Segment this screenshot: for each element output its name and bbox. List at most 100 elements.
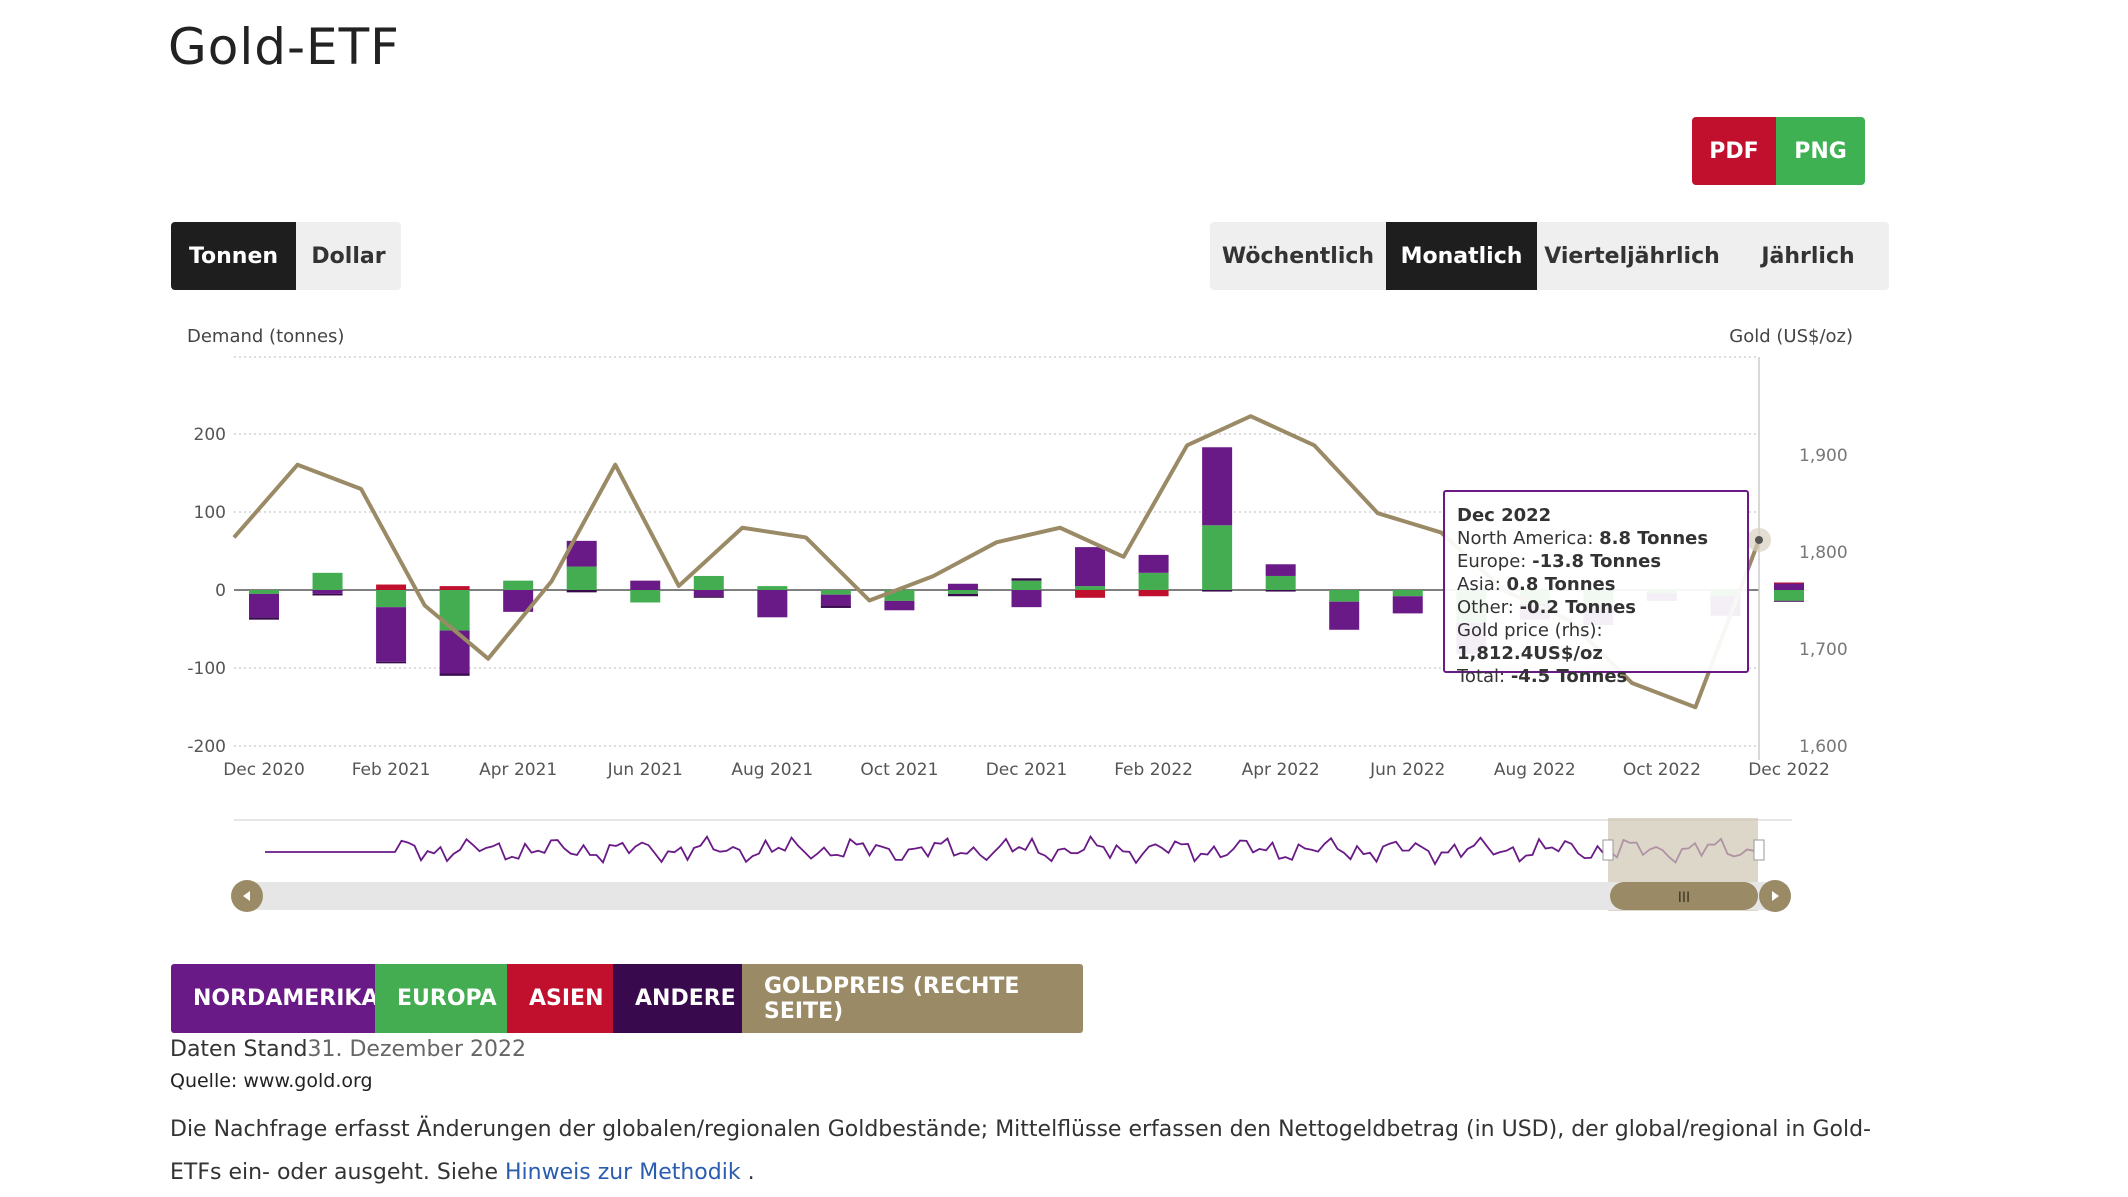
chart-tooltip: Dec 2022 North America: 8.8 Tonnes Europ… [1443,490,1749,687]
bar-asia [1774,582,1804,584]
x-tick-label: Jun 2021 [607,760,683,780]
description-text: Die Nachfrage erfasst Änderungen der glo… [170,1117,1871,1185]
bar-other [947,593,978,597]
bar-north-america [1265,564,1296,576]
bar-europe [376,590,407,608]
bar-north-america [1774,583,1804,590]
bar-north-america [312,590,343,594]
tooltip-line-na: North America: 8.8 Tonnes [1457,528,1709,549]
bar-north-america [1138,554,1169,573]
bar-europe [1392,590,1423,597]
bar-other [1774,600,1804,602]
bar-other [249,617,279,620]
bar-europe [249,590,279,594]
y2-axis-title: Gold (US$/oz) [1729,326,1853,347]
bar-asia [1075,590,1106,598]
legend-north-america[interactable]: NORDAMERIKA [171,964,378,1033]
tooltip-header: Dec 2022 [1457,505,1552,526]
bar-north-america [757,590,788,618]
export-pdf-button[interactable]: PDF [1692,117,1776,185]
chevron-right-icon [1772,891,1779,901]
data-date-label: Daten Stand [170,1037,308,1062]
x-tick-label: Aug 2022 [1494,760,1576,780]
quarterly-toggle-button[interactable]: Vierteljährlich [1537,222,1727,290]
y2-tick-label: 1,900 [1799,446,1848,466]
bar-north-america [249,593,279,618]
bar-north-america [1329,601,1360,630]
legend-europe[interactable]: EUROPA [375,964,507,1033]
bar-asia [376,584,407,590]
legend-other[interactable]: ANDERE [613,964,742,1033]
x-tick-label: Oct 2021 [860,760,938,780]
bar-north-america [884,600,915,611]
gold-price-marker [1755,535,1763,544]
navigator-handle-left [1602,839,1614,861]
bar-other [376,661,407,664]
bar-europe [566,566,597,590]
y-tick-label: -200 [187,737,226,757]
page-title: Gold-ETF [168,18,400,76]
export-buttons: PDF PNG [1692,117,1865,185]
bar-north-america [1075,547,1106,587]
x-tick-label: Feb 2022 [1114,760,1193,780]
bar-north-america [1202,447,1233,526]
navigator-scrollbar-thumb [1610,882,1758,910]
x-tick-label: Apr 2021 [479,760,557,780]
bar-europe [1329,590,1360,602]
chevron-left-icon [243,891,250,901]
bar-europe [693,575,724,590]
bar-other [1265,590,1296,592]
data-date: Daten Stand31. Dezember 2022 [170,1037,526,1062]
bar-north-america [630,580,661,590]
bar-other [1011,578,1042,581]
monthly-toggle-button[interactable]: Monatlich [1386,222,1537,290]
bar-europe [1075,586,1106,590]
bar-europe [1138,572,1169,590]
x-tick-label: Jun 2022 [1369,760,1445,780]
bar-other [439,673,470,676]
methodology-link[interactable]: Hinweis zur Methodik [505,1160,741,1185]
description: Die Nachfrage erfasst Änderungen der glo… [170,1108,1890,1194]
bar-europe [503,580,534,590]
description-end: . [740,1160,755,1185]
bar-europe [312,572,343,590]
data-date-value: 31. Dezember 2022 [307,1037,527,1062]
bar-europe [439,590,470,631]
etf-demand-chart: -200 -100 0 100 200 1,600 1,700 1,800 1,900 Deman… [187,326,1853,912]
bar-europe [1011,580,1042,590]
y-tick-label: 200 [194,425,226,445]
bar-north-america [503,590,534,612]
source-note: Quelle: www.gold.org [170,1070,373,1092]
bar-asia [1138,590,1169,597]
legend-gold-price[interactable]: GOLDPREIS (RECHTE SEITE) [742,964,1083,1033]
navigator-series [265,834,1761,867]
bar-other [312,593,343,596]
yearly-toggle-button[interactable]: Jährlich [1727,222,1889,290]
bar-other [1202,590,1233,592]
x-tick-label: Oct 2022 [1623,760,1701,780]
tonnes-toggle-button[interactable]: Tonnen [171,222,296,290]
tooltip-line-ot: Other: -0.2 Tonnes [1457,597,1637,618]
weekly-toggle-button[interactable]: Wöchentlich [1210,222,1386,290]
chart-legend: NORDAMERIKA EUROPA ASIEN ANDERE GOLDPREI… [171,964,1083,1033]
period-toggle: Wöchentlich Monatlich Vierteljährlich Jä… [1210,222,1889,290]
y-tick-label: 100 [194,503,226,523]
bar-north-america [693,590,724,597]
y-tick-label: 0 [215,581,226,601]
y-axis-title: Demand (tonnes) [187,326,344,347]
tooltip-line-as: Asia: 0.8 Tonnes [1457,574,1616,595]
y2-tick-label: 1,800 [1799,543,1848,563]
legend-asia[interactable]: ASIEN [507,964,613,1033]
tooltip-line-eu: Europe: -13.8 Tonnes [1457,551,1662,572]
navigator-handle-right [1753,839,1765,861]
bar-north-america [376,607,407,662]
bar-europe [884,590,915,601]
dollar-toggle-button[interactable]: Dollar [296,222,401,290]
navigator-thumb-grip: III [1678,890,1690,906]
bar-europe [630,590,661,603]
bar-europe [947,590,978,594]
bar-north-america [1011,590,1042,608]
bar-europe [1265,575,1296,590]
bar-europe [1774,590,1804,601]
export-png-button[interactable]: PNG [1776,117,1865,185]
